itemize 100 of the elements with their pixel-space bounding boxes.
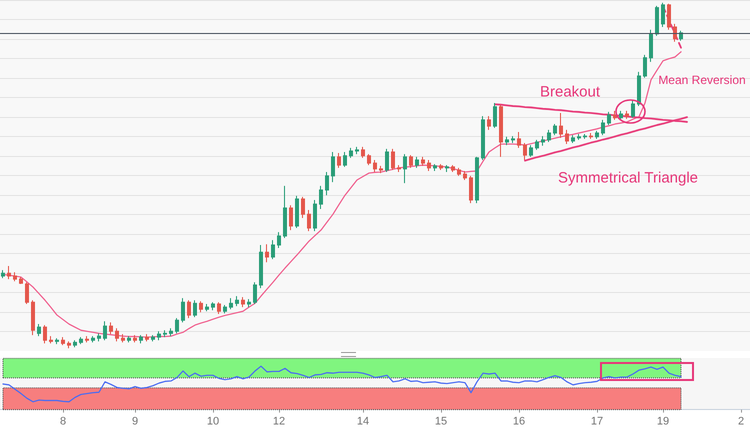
candlestick <box>613 110 617 120</box>
candlestick <box>343 152 347 168</box>
candlestick <box>367 154 371 166</box>
x-tick-label: 16 <box>512 416 526 428</box>
candlestick <box>409 154 413 168</box>
candlestick <box>331 152 335 183</box>
candlestick <box>13 272 17 282</box>
candlestick <box>301 196 305 218</box>
candlestick <box>457 167 461 176</box>
candlestick <box>373 159 377 173</box>
candlestick <box>493 102 497 128</box>
candlestick <box>607 111 611 126</box>
candlestick <box>559 112 563 138</box>
candlestick <box>673 23 677 42</box>
candlestick <box>283 185 287 239</box>
x-tick-label: 19 <box>656 416 670 428</box>
candlestick <box>649 29 653 62</box>
candlestick <box>445 164 449 173</box>
candlestick <box>25 282 29 305</box>
candlestick <box>547 129 551 142</box>
candlestick <box>619 110 623 120</box>
candlestick <box>421 156 425 166</box>
candlestick <box>415 156 419 168</box>
candlestick <box>535 139 539 150</box>
candlestick <box>583 134 587 140</box>
candlestick <box>595 130 599 140</box>
candlestick <box>133 334 137 343</box>
candlestick <box>265 244 269 263</box>
candlestick <box>139 334 143 344</box>
candlestick <box>229 298 233 310</box>
x-tick-label: 9 <box>132 416 138 428</box>
candlestick <box>73 340 77 348</box>
candlestick <box>55 338 59 345</box>
x-tick-label: 2 <box>738 416 744 428</box>
candlestick <box>481 116 485 160</box>
candlestick <box>427 159 431 172</box>
candlestick <box>295 195 299 229</box>
candlestick <box>379 165 383 174</box>
candlestick <box>571 134 575 144</box>
annotation: Symmetrical Triangle <box>558 170 698 186</box>
x-tick-label: 15 <box>434 416 448 428</box>
candlestick <box>601 119 605 136</box>
candlestick <box>589 132 593 140</box>
x-tick-label: 12 <box>272 416 286 428</box>
candlestick <box>163 330 167 338</box>
candlestick <box>37 324 41 337</box>
candlestick <box>313 200 317 232</box>
candlestick <box>109 322 113 335</box>
candlestick <box>655 5 659 36</box>
candlestick <box>361 146 365 158</box>
candlestick <box>19 276 23 284</box>
candlestick <box>79 336 83 345</box>
candlestick <box>355 146 359 155</box>
candlestick <box>403 154 407 184</box>
candlestick <box>85 336 89 343</box>
candlestick <box>625 110 629 120</box>
candlestick <box>211 302 215 311</box>
candlestick <box>115 328 119 342</box>
candlestick <box>667 3 671 30</box>
candlestick <box>49 336 53 344</box>
candlestick <box>181 298 185 323</box>
candlestick <box>61 336 65 346</box>
x-tick-label: 8 <box>60 416 66 428</box>
candlestick <box>505 136 509 146</box>
candlestick <box>439 164 443 170</box>
candlestick <box>385 148 389 173</box>
candlestick <box>7 266 11 280</box>
candlestick <box>637 71 641 107</box>
candlestick <box>193 300 197 318</box>
candlestick <box>199 300 203 313</box>
candlestick <box>157 330 161 341</box>
candlestick <box>511 136 515 144</box>
candlestick <box>499 104 503 158</box>
candlestick <box>259 244 263 289</box>
candlestick <box>91 336 95 343</box>
candlestick <box>145 334 149 342</box>
candlestick <box>451 164 455 173</box>
candlestick <box>391 148 395 170</box>
candlestick <box>43 324 47 344</box>
candlestick <box>247 298 251 308</box>
candlestick <box>127 336 131 343</box>
candlestick <box>325 172 329 196</box>
candlestick <box>661 2 665 28</box>
candlestick <box>31 300 35 336</box>
annotation: Mean Reversion <box>658 73 746 87</box>
candlestick <box>529 144 533 158</box>
candlestick <box>205 304 209 312</box>
candlestick <box>397 164 401 173</box>
candlestick <box>523 142 527 160</box>
candlestick <box>643 54 647 78</box>
candlestick <box>475 156 479 204</box>
candlestick <box>235 296 239 307</box>
candlestick <box>223 304 227 314</box>
candlestick <box>175 318 179 334</box>
candlestick <box>187 300 191 319</box>
candlestick <box>319 185 323 210</box>
candlestick <box>631 99 635 118</box>
candlestick <box>67 340 71 349</box>
candlestick <box>121 334 125 343</box>
candlestick <box>289 204 293 231</box>
